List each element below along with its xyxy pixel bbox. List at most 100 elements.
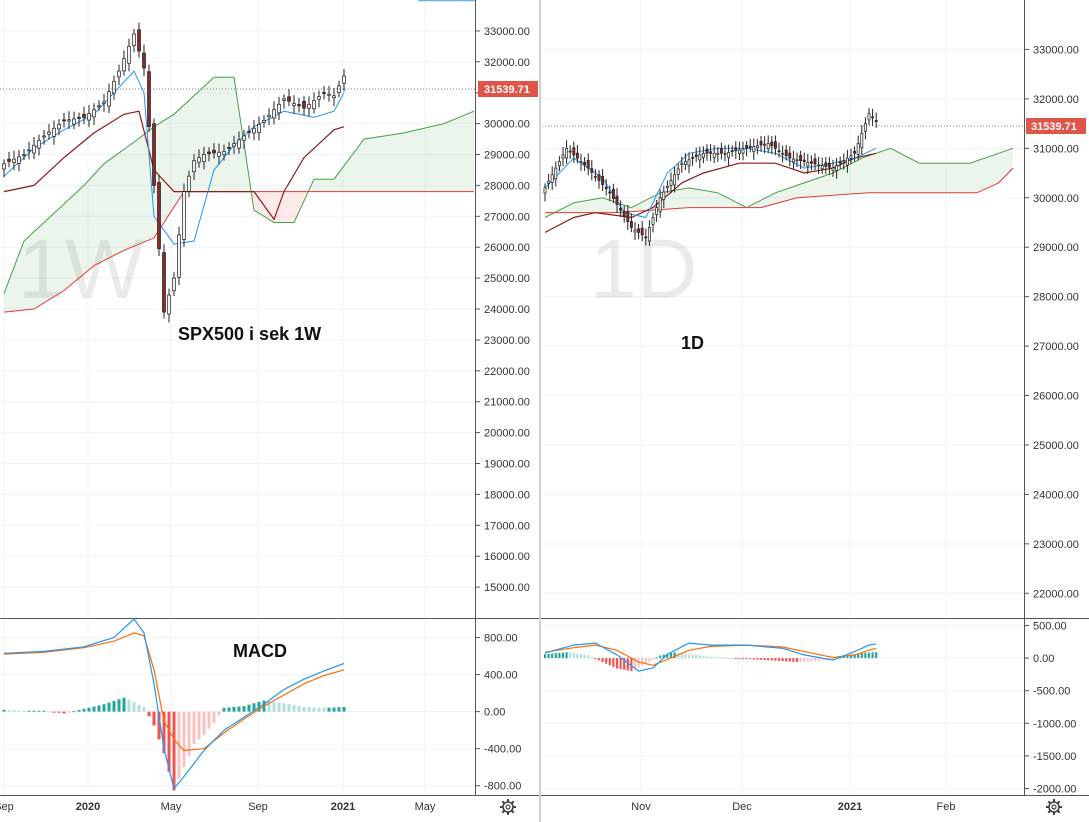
weekly-cloud-segment bbox=[381, 135, 384, 192]
weekly-cloud-segment bbox=[124, 147, 127, 251]
weekly-cloud-segment bbox=[116, 152, 119, 255]
weekly-candle-body bbox=[192, 160, 196, 173]
weekly-cloud-segment bbox=[139, 136, 142, 245]
daily-settings-button[interactable] bbox=[1046, 799, 1062, 815]
weekly-macd-hist-bar bbox=[17, 710, 21, 712]
weekly-cloud-segment bbox=[284, 191, 287, 223]
daily-macd-hist-bar bbox=[785, 658, 788, 662]
weekly-price-axis[interactable]: 33000.0032000.0031000.0030000.0029000.00… bbox=[475, 0, 539, 795]
weekly-settings-button[interactable] bbox=[500, 799, 516, 815]
daily-cloud-segment bbox=[818, 177, 821, 197]
weekly-cloud-segment bbox=[276, 191, 279, 223]
daily-candle-body bbox=[860, 133, 864, 148]
daily-cloud-segment bbox=[789, 187, 792, 200]
weekly-cloud-segment bbox=[469, 112, 472, 192]
weekly-ytick-label: 29000.00 bbox=[484, 150, 530, 162]
daily-cloud-segment bbox=[665, 191, 668, 210]
weekly-cloud-segment bbox=[46, 217, 49, 302]
daily-price-ticks: 33000.00 32000.00 31000.00 30000.00 29000.00… bbox=[1025, 44, 1079, 600]
daily-candle-body bbox=[579, 161, 583, 163]
daily-cloud-segment bbox=[730, 199, 733, 208]
weekly-candle-body bbox=[132, 33, 136, 46]
daily-candle-body bbox=[824, 162, 828, 167]
daily-cloud-segment bbox=[642, 201, 644, 211]
daily-cloud-segment bbox=[921, 163, 923, 193]
daily-candle-body bbox=[651, 217, 655, 225]
daily-cloud-segment bbox=[645, 199, 648, 211]
weekly-cloud-segment bbox=[141, 134, 144, 244]
daily-cloud-segment bbox=[860, 158, 862, 194]
weekly-cloud-segment bbox=[51, 213, 54, 299]
daily-cloud-segment bbox=[885, 149, 887, 193]
daily-price-axis[interactable]: 33000.00 32000.00 31000.00 30000.00 29000.00… bbox=[1024, 0, 1087, 795]
weekly-time-axis[interactable]: Sep 2020 May Sep 2021 May bbox=[0, 795, 539, 816]
weekly-cloud-segment bbox=[279, 191, 282, 223]
weekly-candle-body bbox=[122, 58, 126, 72]
weekly-cloud-segment bbox=[86, 179, 89, 272]
weekly-macd-panel[interactable]: MACD 800.00 400.00 0.00 -400.00 -800.00 bbox=[0, 618, 539, 796]
weekly-candle-body bbox=[152, 123, 156, 186]
daily-macd-hist-bar bbox=[673, 652, 676, 659]
daily-cloud-segment bbox=[982, 158, 985, 191]
weekly-candle-body bbox=[82, 113, 86, 118]
daily-macd-hist-bar bbox=[695, 655, 698, 659]
weekly-ytick-label: 30000.00 bbox=[484, 119, 530, 131]
weekly-ytick-label: 27000.00 bbox=[484, 211, 530, 223]
daily-panel[interactable]: 1D 1D bbox=[542, 0, 1024, 618]
weekly-macd-hist-bar bbox=[72, 711, 76, 713]
weekly-cloud-segment bbox=[399, 133, 402, 192]
daily-candle-body bbox=[799, 155, 803, 162]
daily-candle-body bbox=[615, 195, 619, 205]
daily-macd-hist-bar bbox=[651, 658, 655, 660]
weekly-cloud-segment bbox=[26, 236, 29, 310]
daily-cloud-segment bbox=[698, 189, 700, 208]
daily-candle-body bbox=[788, 152, 792, 159]
daily-macd-panel[interactable]: 500.00 0.00 -500.00 -1000.00 -1500.00 -2000.0… bbox=[541, 618, 1089, 796]
weekly-cloud-segment bbox=[444, 122, 447, 192]
daily-candle-body bbox=[781, 152, 785, 155]
weekly-candle-body bbox=[142, 52, 146, 69]
daily-cloud-segment bbox=[611, 200, 614, 213]
weekly-ytick-label: 23000.00 bbox=[484, 335, 530, 347]
daily-cloud-segment bbox=[633, 205, 635, 212]
daily-cloud-segment bbox=[876, 152, 878, 193]
daily-cloud-segment bbox=[590, 199, 592, 213]
weekly-macd-hist-bar bbox=[152, 711, 156, 726]
weekly-panel[interactable]: 1W SPX500 i sek 1W bbox=[0, 0, 475, 618]
weekly-cloud-segment bbox=[271, 191, 274, 223]
weekly-price-ticks: 33000.0032000.0031000.0030000.0029000.00… bbox=[476, 26, 530, 594]
weekly-macd-hist-bar bbox=[222, 707, 226, 712]
weekly-cloud-segment bbox=[181, 105, 184, 196]
weekly-cloud-segment bbox=[101, 163, 104, 262]
daily-candle-body bbox=[759, 141, 763, 146]
weekly-cloud-segment bbox=[224, 77, 227, 192]
daily-cloud-segment bbox=[915, 161, 918, 193]
daily-candle-body bbox=[806, 161, 810, 167]
daily-cloud-segment bbox=[681, 188, 684, 209]
weekly-ytick-label: 32000.00 bbox=[484, 57, 530, 69]
daily-candle-body bbox=[831, 167, 835, 172]
daily-candle-body bbox=[863, 123, 867, 132]
daily-candle-body bbox=[727, 152, 731, 158]
weekly-candle-body bbox=[167, 294, 171, 315]
daily-cloud-segment bbox=[858, 159, 860, 194]
daily-candle-body bbox=[601, 176, 605, 185]
daily-cloud-segment bbox=[609, 200, 612, 213]
daily-time-axis[interactable]: Nov Dec 2021 Feb bbox=[541, 795, 1089, 816]
daily-cloud-segment bbox=[842, 167, 844, 195]
weekly-cloud-segment bbox=[99, 166, 102, 264]
weekly-cloud-segment bbox=[421, 128, 424, 192]
weekly-cloud-segment bbox=[144, 132, 147, 243]
weekly-candle-body bbox=[12, 158, 16, 163]
daily-span-a-line bbox=[544, 147, 1014, 218]
daily-cloud-segment bbox=[798, 184, 801, 198]
daily-cloud-segment bbox=[566, 205, 569, 213]
weekly-candle-body bbox=[207, 151, 211, 155]
weekly-candle-body bbox=[262, 120, 266, 123]
daily-cloud-segment bbox=[636, 203, 639, 212]
weekly-ytick-label: 28000.00 bbox=[484, 180, 530, 192]
daily-cloud-segment bbox=[788, 187, 790, 201]
daily-macd-hist-bar bbox=[763, 658, 766, 661]
weekly-cloud-segment bbox=[454, 118, 457, 192]
weekly-cloud-segment bbox=[376, 136, 379, 192]
